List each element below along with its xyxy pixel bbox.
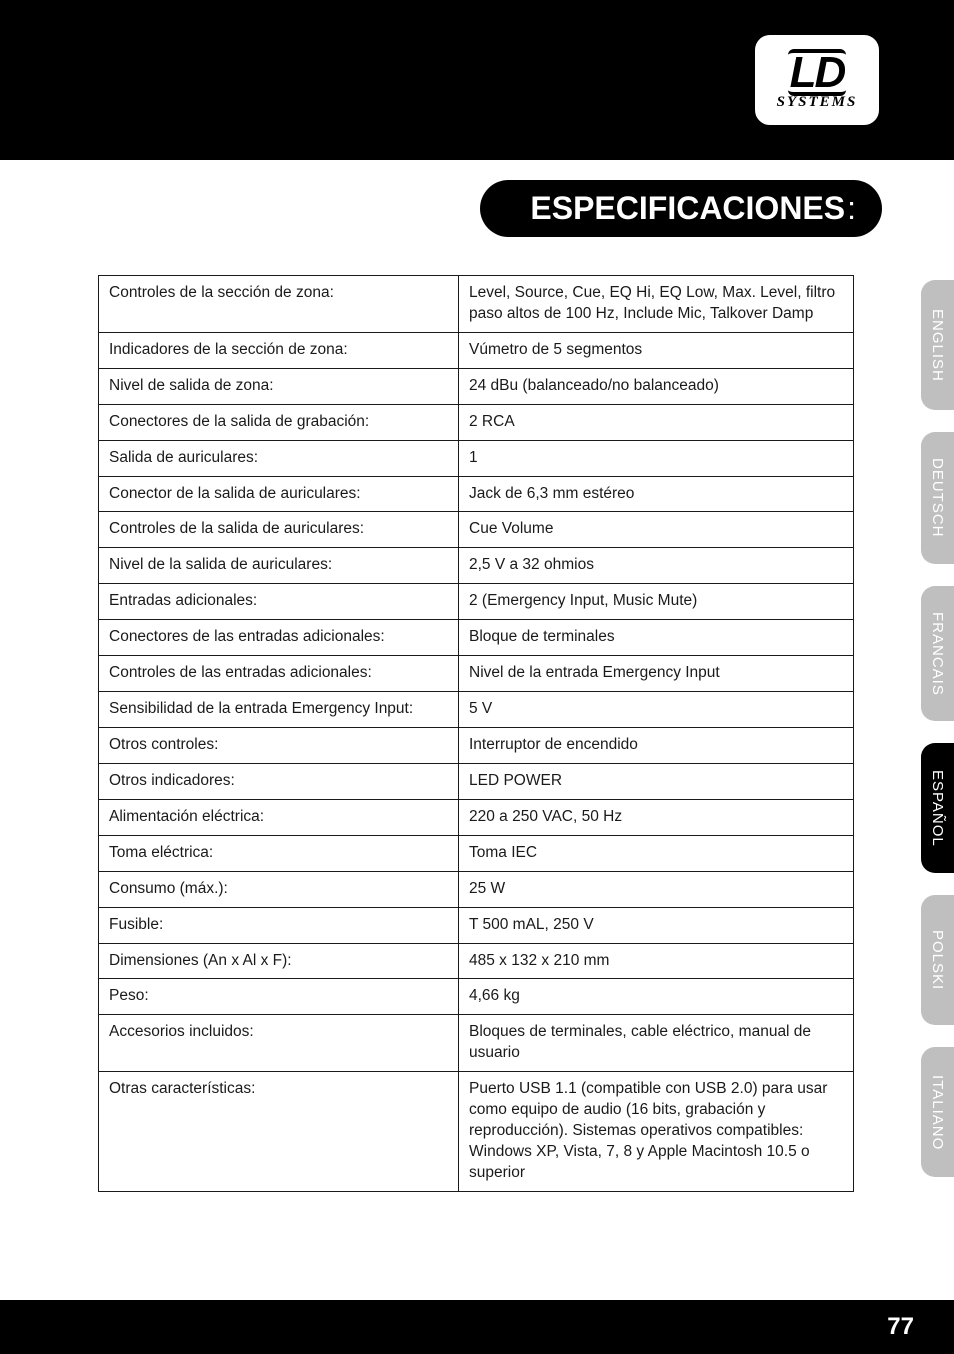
spec-label-cell: Salida de auriculares: xyxy=(99,440,459,476)
footer-black-band: 77 xyxy=(0,1300,954,1354)
spec-value-cell: Toma IEC xyxy=(459,835,854,871)
spec-value-cell: 2 (Emergency Input, Music Mute) xyxy=(459,584,854,620)
spec-label-cell: Nivel de la salida de auriculares: xyxy=(99,548,459,584)
spec-value-cell: Interruptor de encendido xyxy=(459,727,854,763)
spec-label-cell: Dimensiones (An x Al x F): xyxy=(99,943,459,979)
table-row: Controles de la sección de zona:Level, S… xyxy=(99,276,854,333)
spec-value-cell: Vúmetro de 5 segmentos xyxy=(459,332,854,368)
logo-main-text: LD xyxy=(788,49,847,97)
spec-label-cell: Toma eléctrica: xyxy=(99,835,459,871)
table-row: Dimensiones (An x Al x F):485 x 132 x 21… xyxy=(99,943,854,979)
language-tab-polski[interactable]: POLSKI xyxy=(921,895,954,1025)
language-tab-español[interactable]: ESPAÑOL xyxy=(921,743,954,873)
spec-label-cell: Accesorios incluidos: xyxy=(99,1015,459,1072)
table-row: Sensibilidad de la entrada Emergency Inp… xyxy=(99,692,854,728)
spec-value-cell: 25 W xyxy=(459,871,854,907)
language-tab-italiano[interactable]: ITALIANO xyxy=(921,1047,954,1177)
table-row: Conector de la salida de auriculares:Jac… xyxy=(99,476,854,512)
section-title-pill: ESPECIFICACIONES: xyxy=(480,180,882,237)
table-row: Consumo (máx.):25 W xyxy=(99,871,854,907)
table-row: Otros controles:Interruptor de encendido xyxy=(99,727,854,763)
spec-label-cell: Indicadores de la sección de zona: xyxy=(99,332,459,368)
spec-label-cell: Nivel de salida de zona: xyxy=(99,368,459,404)
spec-label-cell: Alimentación eléctrica: xyxy=(99,799,459,835)
logo-sub-text: SYSTEMS xyxy=(777,94,858,111)
specifications-table-body: Controles de la sección de zona:Level, S… xyxy=(99,276,854,1192)
spec-label-cell: Conectores de las entradas adicionales: xyxy=(99,620,459,656)
table-row: Nivel de la salida de auriculares:2,5 V … xyxy=(99,548,854,584)
spec-label-cell: Peso: xyxy=(99,979,459,1015)
table-row: Accesorios incluidos:Bloques de terminal… xyxy=(99,1015,854,1072)
spec-value-cell: LED POWER xyxy=(459,763,854,799)
spec-value-cell: 4,66 kg xyxy=(459,979,854,1015)
table-row: Toma eléctrica:Toma IEC xyxy=(99,835,854,871)
spec-value-cell: T 500 mAL, 250 V xyxy=(459,907,854,943)
spec-label-cell: Fusible: xyxy=(99,907,459,943)
spec-value-cell: Bloque de terminales xyxy=(459,620,854,656)
section-title-text: ESPECIFICACIONES xyxy=(530,190,845,227)
spec-value-cell: 220 a 250 VAC, 50 Hz xyxy=(459,799,854,835)
brand-logo: LD SYSTEMS xyxy=(752,32,882,128)
specifications-table: Controles de la sección de zona:Level, S… xyxy=(98,275,854,1192)
language-tab-francais[interactable]: FRANCAIS xyxy=(921,586,954,722)
table-row: Conectores de las entradas adicionales:B… xyxy=(99,620,854,656)
spec-label-cell: Sensibilidad de la entrada Emergency Inp… xyxy=(99,692,459,728)
table-row: Peso:4,66 kg xyxy=(99,979,854,1015)
table-row: Controles de la salida de auriculares:Cu… xyxy=(99,512,854,548)
spec-label-cell: Controles de las entradas adicionales: xyxy=(99,656,459,692)
spec-label-cell: Entradas adicionales: xyxy=(99,584,459,620)
spec-value-cell: 485 x 132 x 210 mm xyxy=(459,943,854,979)
language-tab-english[interactable]: ENGLISH xyxy=(921,280,954,410)
spec-value-cell: Bloques de terminales, cable eléctrico, … xyxy=(459,1015,854,1072)
spec-label-cell: Otros controles: xyxy=(99,727,459,763)
spec-value-cell: 24 dBu (balanceado/no balanceado) xyxy=(459,368,854,404)
table-row: Conectores de la salida de grabación:2 R… xyxy=(99,404,854,440)
spec-value-cell: Puerto USB 1.1 (compatible con USB 2.0) … xyxy=(459,1072,854,1192)
spec-value-cell: Level, Source, Cue, EQ Hi, EQ Low, Max. … xyxy=(459,276,854,333)
table-row: Otras características:Puerto USB 1.1 (co… xyxy=(99,1072,854,1192)
spec-label-cell: Consumo (máx.): xyxy=(99,871,459,907)
table-row: Otros indicadores:LED POWER xyxy=(99,763,854,799)
spec-value-cell: Jack de 6,3 mm estéreo xyxy=(459,476,854,512)
spec-label-cell: Controles de la sección de zona: xyxy=(99,276,459,333)
table-row: Entradas adicionales:2 (Emergency Input,… xyxy=(99,584,854,620)
spec-label-cell: Otras características: xyxy=(99,1072,459,1192)
table-row: Controles de las entradas adicionales:Ni… xyxy=(99,656,854,692)
spec-value-cell: Nivel de la entrada Emergency Input xyxy=(459,656,854,692)
spec-value-cell: 5 V xyxy=(459,692,854,728)
spec-label-cell: Conectores de la salida de grabación: xyxy=(99,404,459,440)
table-row: Salida de auriculares:1 xyxy=(99,440,854,476)
spec-value-cell: Cue Volume xyxy=(459,512,854,548)
page-number: 77 xyxy=(887,1313,914,1341)
spec-label-cell: Conector de la salida de auriculares: xyxy=(99,476,459,512)
language-tabs: ENGLISH DEUTSCH FRANCAIS ESPAÑOL POLSKI ITALI… xyxy=(921,280,954,1177)
section-title-colon: : xyxy=(847,190,856,227)
spec-value-cell: 2,5 V a 32 ohmios xyxy=(459,548,854,584)
spec-value-cell: 2 RCA xyxy=(459,404,854,440)
spec-value-cell: 1 xyxy=(459,440,854,476)
table-row: Nivel de salida de zona:24 dBu (balancea… xyxy=(99,368,854,404)
spec-label-cell: Otros indicadores: xyxy=(99,763,459,799)
spec-label-cell: Controles de la salida de auriculares: xyxy=(99,512,459,548)
table-row: Fusible:T 500 mAL, 250 V xyxy=(99,907,854,943)
table-row: Indicadores de la sección de zona:Vúmetr… xyxy=(99,332,854,368)
language-tab-deutsch[interactable]: DEUTSCH xyxy=(921,432,954,564)
table-row: Alimentación eléctrica:220 a 250 VAC, 50… xyxy=(99,799,854,835)
